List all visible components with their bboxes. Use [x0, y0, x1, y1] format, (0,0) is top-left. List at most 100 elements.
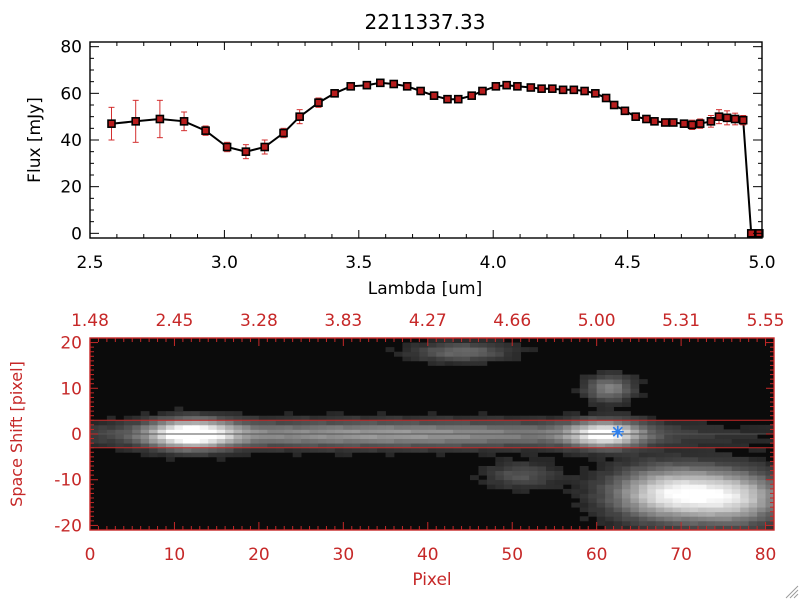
spectrum-panel: 2211337.33 2.5 3.0 3.5 4.0 4.5 5.0 020406080 …	[25, 10, 776, 299]
x-tick-label: 4.0	[480, 253, 507, 273]
image-pixel	[461, 338, 471, 343]
image-pixel	[698, 452, 707, 458]
image-pixel	[622, 498, 631, 503]
image-pixel	[689, 502, 699, 508]
image-pixel	[495, 424, 505, 430]
image-pixel	[132, 424, 142, 430]
image-pixel	[512, 447, 522, 453]
image-pixel	[638, 488, 648, 494]
image-pixel	[123, 420, 133, 426]
image-pixel	[478, 438, 488, 444]
image-pixel	[613, 456, 623, 462]
resize-grip-icon[interactable]	[785, 585, 799, 599]
image-pixel	[537, 447, 547, 453]
image-pixel	[267, 429, 277, 435]
image-pixel	[520, 452, 530, 458]
image-pixel	[579, 488, 589, 494]
image-pixel	[740, 479, 750, 485]
image-pixel	[664, 516, 674, 522]
y-tick-label: 0	[71, 224, 82, 244]
image-pixel	[309, 424, 319, 430]
image-pixel	[647, 424, 657, 430]
image-pixel	[731, 434, 741, 439]
image-pixel	[622, 470, 631, 476]
image-pixel	[157, 424, 167, 430]
image-pixel	[453, 347, 462, 353]
image-pixel	[495, 356, 505, 362]
image-pixel	[520, 420, 530, 426]
image-pixel	[596, 475, 606, 481]
image-pixel	[318, 424, 327, 430]
image-pixel	[596, 493, 606, 499]
image-pixel	[748, 429, 758, 435]
image-pixel	[655, 429, 665, 435]
image-pixel	[698, 438, 707, 444]
image-pixel	[554, 484, 564, 490]
image-pixel	[495, 443, 505, 449]
image-pixel	[554, 415, 564, 421]
image-pixel	[470, 475, 479, 481]
image-y-axis-label: Space Shift [pixel]	[7, 361, 26, 507]
image-pixel	[199, 447, 209, 453]
data-point	[695, 119, 705, 128]
image-pixel	[613, 525, 623, 530]
image-pixel	[360, 443, 370, 449]
image-pixel	[529, 443, 538, 449]
image-pixel	[672, 461, 682, 467]
x-tick-label: 30	[333, 545, 355, 565]
image-pixel	[706, 516, 716, 522]
image-pixel	[605, 379, 614, 385]
image-pixel	[258, 438, 268, 444]
image-pixel	[368, 438, 378, 444]
image-pixel	[605, 484, 614, 490]
image-pixel	[166, 452, 175, 458]
image-pixel	[613, 402, 623, 407]
image-pixel	[444, 360, 454, 366]
image-pixel	[503, 356, 513, 362]
image-pixel	[765, 466, 774, 471]
image-pixel	[613, 392, 623, 398]
image-pixel	[664, 420, 674, 426]
image-pixel	[132, 429, 142, 435]
image-pixel	[385, 347, 395, 353]
image-pixel	[698, 493, 707, 499]
image-pixel	[579, 420, 589, 426]
image-pixel	[638, 447, 648, 453]
image-pixel	[622, 502, 631, 508]
image-pixel	[427, 415, 437, 421]
image-pixel	[765, 438, 774, 444]
image-pixel	[571, 424, 581, 430]
image-pixel	[740, 443, 750, 449]
image-pixel	[546, 461, 555, 467]
image-pixel	[605, 374, 614, 380]
image-pixel	[706, 520, 716, 526]
image-pixel	[622, 466, 631, 471]
image-pixel	[529, 461, 538, 467]
image-pixel	[655, 479, 665, 485]
image-pixel	[199, 438, 209, 444]
image-pixel	[588, 415, 598, 421]
y-tick-label: 80	[60, 38, 82, 58]
image-pixel	[748, 520, 758, 526]
image-pixel	[512, 488, 522, 494]
image-pixel	[216, 452, 226, 458]
image-pixel	[377, 411, 386, 417]
image-pixel	[436, 351, 446, 357]
image-pixel	[571, 443, 581, 449]
image-pixel	[562, 424, 572, 430]
image-pixel	[258, 447, 268, 453]
image-pixel	[731, 429, 741, 435]
image-pixel	[655, 520, 665, 526]
image-pixel	[326, 434, 336, 439]
image-pixel	[748, 511, 758, 517]
image-pixel	[748, 525, 758, 530]
image-pixel	[765, 475, 774, 481]
image-pixel	[216, 424, 226, 430]
image-pixel	[638, 479, 648, 485]
image-pixel	[638, 475, 648, 481]
top-tick-label: 4.27	[409, 311, 447, 331]
image-pixel	[672, 438, 682, 444]
x-tick-label: 80	[755, 545, 777, 565]
image-pixel	[714, 429, 724, 435]
image-pixel	[132, 420, 142, 426]
